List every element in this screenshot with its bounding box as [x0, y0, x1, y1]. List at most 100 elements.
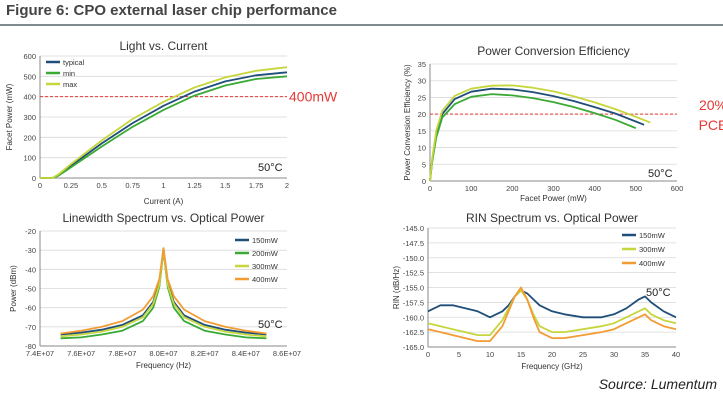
- legend-label: typical: [63, 58, 85, 67]
- x-tick-label: 0.5: [97, 181, 107, 190]
- y-tick-label: -80: [25, 342, 36, 351]
- y-tick-label: -157.5: [403, 298, 424, 307]
- x-tick-label: 2: [285, 181, 289, 190]
- y-tick-label: 400: [23, 93, 36, 102]
- x-tick-label: 10: [486, 350, 494, 359]
- legend-label: max: [63, 80, 77, 89]
- y-tick-label: -60: [25, 304, 36, 313]
- reference-label: 400mW: [289, 89, 338, 105]
- y-tick-label: -165.0: [403, 343, 424, 352]
- y-tick-label: -162.5: [403, 328, 424, 337]
- x-tick-label: 8.6E+07: [273, 349, 301, 358]
- legend-label: 200mW: [252, 249, 279, 258]
- legend-label: 300mW: [252, 262, 279, 271]
- series-line-min: [429, 93, 637, 182]
- chart-title: RIN Spectrum vs. Optical Power: [466, 211, 638, 225]
- x-tick-label: 20: [548, 350, 556, 359]
- y-tick-label: 0: [422, 177, 426, 186]
- x-tick-label: 25: [579, 350, 587, 359]
- y-tick-label: -150.0: [403, 254, 424, 263]
- chart-annotation: 50°C: [258, 162, 283, 174]
- legend-label: 400mW: [252, 275, 279, 284]
- y-tick-label: -145.0: [403, 224, 424, 233]
- x-axis-label: Facet Power (mW): [520, 194, 587, 203]
- figure-title: Figure 6: CPO external laser chip perfor…: [6, 2, 337, 19]
- y-tick-label: -152.5: [403, 269, 424, 278]
- chart-annotation: 50°C: [648, 168, 673, 180]
- x-tick-label: 8.4E+07: [232, 349, 260, 358]
- reference-label: 20%: [699, 97, 723, 113]
- y-axis-label: Power Conversion Efficiency (%): [403, 64, 412, 181]
- y-tick-label: 15: [418, 127, 426, 136]
- series-line-typical: [429, 87, 645, 182]
- y-tick-label: 30: [418, 77, 426, 86]
- y-tick-label: 25: [418, 93, 426, 102]
- legend-label: 150mW: [639, 231, 666, 240]
- legend-label: 400mW: [639, 259, 666, 268]
- x-tick-label: 1.75: [249, 181, 264, 190]
- y-tick-label: -50: [25, 285, 36, 294]
- source-note: Source: Lumentum: [598, 376, 717, 392]
- y-tick-label: -20: [25, 227, 36, 236]
- x-axis-label: Frequency (GHz): [521, 362, 583, 371]
- linewidth-spectrum-chart: Linewidth Spectrum vs. Optical Power -80 -…: [9, 211, 301, 370]
- x-tick-label: 0: [38, 181, 42, 190]
- x-axis-label: Current (A): [144, 197, 184, 206]
- rin-spectrum-chart: RIN Spectrum vs. Optical Power -165.0 -162…: [392, 211, 680, 371]
- series-line-300mW: [427, 289, 677, 336]
- y-tick-label: 20: [418, 110, 426, 119]
- x-tick-label: 0.75: [125, 181, 140, 190]
- chart-title: Linewidth Spectrum vs. Optical Power: [62, 211, 264, 225]
- reference-label: PCE: [699, 117, 723, 133]
- series-line-max: [429, 84, 651, 182]
- y-tick-label: 500: [23, 72, 36, 81]
- legend-label: 150mW: [252, 236, 279, 245]
- series-line-200mW: [60, 249, 267, 340]
- x-tick-label: 400: [588, 184, 601, 193]
- chart-annotation: 50°C: [646, 287, 671, 299]
- y-axis-label: RIN (dB/Hz): [392, 266, 401, 309]
- x-tick-label: 200: [506, 184, 519, 193]
- y-tick-label: 5: [422, 160, 426, 169]
- y-tick-label: -160.0: [403, 313, 424, 322]
- series-line-300mW: [60, 248, 267, 338]
- y-tick-label: 600: [23, 52, 36, 61]
- x-tick-label: 0.25: [64, 181, 79, 190]
- x-tick-label: 5: [457, 350, 461, 359]
- y-tick-label: -147.5: [403, 239, 424, 248]
- y-tick-label: 35: [418, 60, 426, 69]
- y-tick-label: 100: [23, 154, 36, 163]
- x-tick-label: 500: [630, 184, 643, 193]
- y-axis-label: Power (dBm): [9, 265, 18, 312]
- y-tick-label: -155.0: [403, 284, 424, 293]
- chart-title: Light vs. Current: [119, 39, 208, 53]
- title-rule: [0, 24, 723, 26]
- y-tick-label: 0: [32, 174, 36, 183]
- x-tick-label: 300: [547, 184, 560, 193]
- y-axis-label: Facet Power (mW): [5, 83, 14, 150]
- x-tick-label: 600: [671, 184, 684, 193]
- y-tick-label: -40: [25, 265, 36, 274]
- x-tick-label: 0: [426, 350, 430, 359]
- x-tick-label: 1: [161, 181, 165, 190]
- x-axis-label: Frequency (Hz): [136, 361, 191, 370]
- x-tick-label: 7.6E+07: [67, 349, 95, 358]
- x-tick-label: 35: [641, 350, 649, 359]
- x-tick-label: 0: [428, 184, 432, 193]
- y-tick-label: -30: [25, 246, 36, 255]
- x-tick-label: 1.5: [220, 181, 230, 190]
- series-line-150mW: [427, 289, 677, 319]
- light-vs-current-chart: Light vs. Current 0 100 200 300 400 500 600 0 0.2…: [5, 39, 338, 206]
- x-tick-label: 40: [672, 350, 680, 359]
- x-tick-label: 7.8E+07: [108, 349, 136, 358]
- series-line-max: [40, 66, 288, 179]
- y-tick-label: 200: [23, 133, 36, 142]
- x-tick-label: 15: [517, 350, 525, 359]
- legend-label: 300mW: [639, 245, 666, 254]
- power-conversion-efficiency-chart: Power Conversion Efficiency 0 5 10 15 20 25 30 3…: [403, 44, 723, 203]
- x-tick-label: 8.0E+07: [149, 349, 177, 358]
- series-line-150mW: [60, 247, 267, 336]
- chart-annotation: 50°C: [258, 319, 283, 331]
- x-tick-label: 1.25: [187, 181, 202, 190]
- x-tick-label: 100: [465, 184, 478, 193]
